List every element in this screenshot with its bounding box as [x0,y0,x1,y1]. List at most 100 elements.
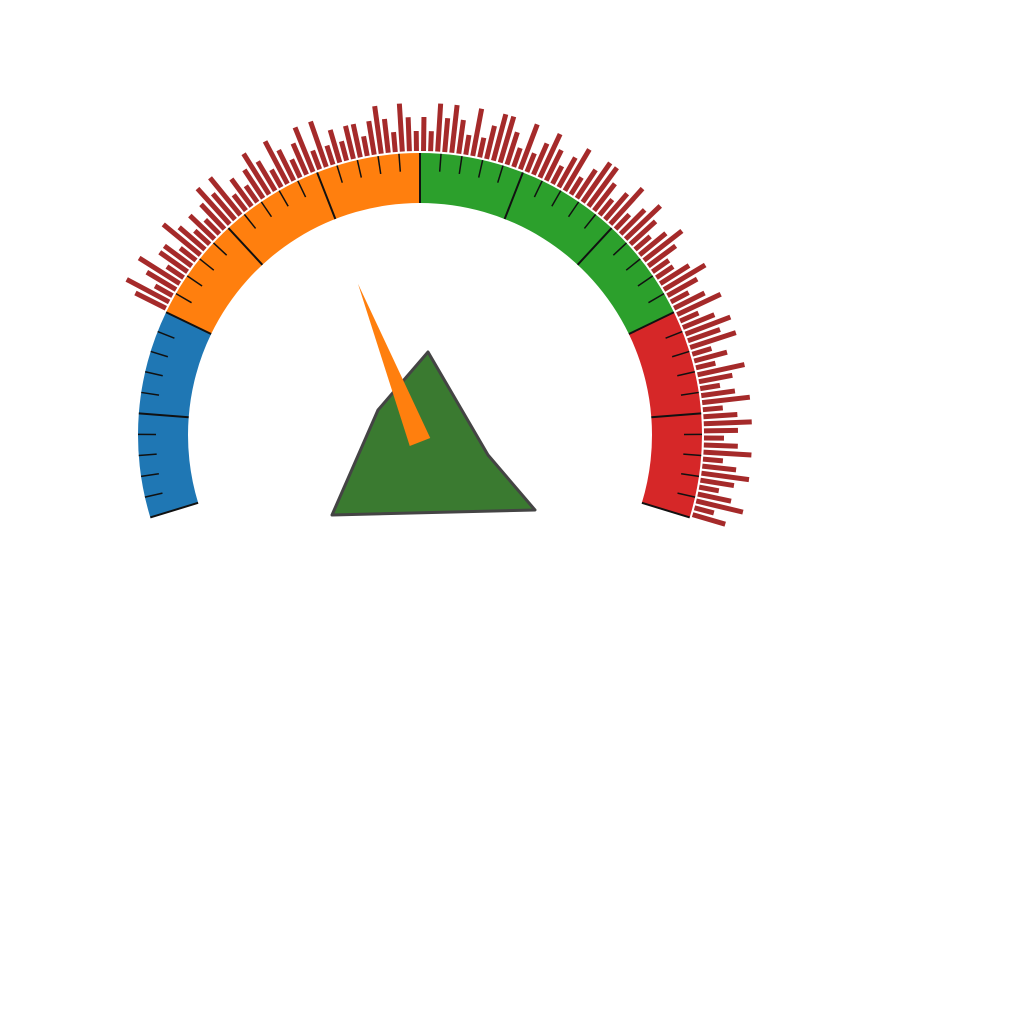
minor-tick [671,350,690,358]
minor-tick [612,242,628,256]
outer-bar [231,193,248,213]
minor-tick [186,275,203,287]
outer-bar [544,149,564,182]
outer-bar [699,477,735,489]
outer-bar [633,234,652,252]
outer-bar [628,219,658,247]
gauge-bands [138,153,702,518]
outer-bar [327,129,343,164]
major-tick [576,227,613,266]
outer-bar [642,228,684,263]
outer-bar [193,228,212,247]
minor-tick [138,453,157,457]
minor-tick [175,293,192,304]
outer-bar [669,290,690,305]
outer-bar [177,225,207,252]
outer-bar [703,449,752,458]
minor-tick [212,242,228,256]
outer-bar [698,484,720,494]
outer-bar [702,463,737,473]
minor-tick [140,473,159,478]
minor-tick [398,153,402,172]
outer-bar [158,250,190,274]
outer-bar [673,290,706,311]
minor-tick [648,293,665,304]
outer-bar [603,192,630,222]
outer-bar [662,262,707,292]
outer-bar [470,108,485,157]
outer-bar [188,213,217,241]
minor-tick [150,350,169,358]
major-tick [316,172,337,220]
outer-bar [687,327,721,344]
minor-tick [683,453,702,457]
outer-bar [658,263,691,286]
outer-bar [574,168,598,200]
outer-bar [700,388,736,399]
minor-tick [141,391,160,396]
minor-tick [144,492,163,498]
outer-bar [608,186,645,226]
outer-bar [693,505,715,516]
outer-bar [693,349,728,364]
outer-bar [153,283,174,298]
minor-tick [677,492,696,498]
minor-tick [533,180,543,198]
outer-bar [681,312,716,330]
outer-bar [339,140,350,162]
outer-bar [145,270,178,292]
outer-bar [137,255,182,286]
outer-bar [676,291,722,317]
outer-bar [165,264,185,280]
outer-bar [463,134,472,156]
outer-bar [134,290,167,311]
outer-bar [199,202,227,231]
outer-bar [208,176,243,217]
minor-tick [665,330,683,339]
outer-bar [289,158,303,179]
major-tick [150,501,199,519]
minor-tick [567,201,580,218]
outer-bar [586,166,619,208]
outer-bar [449,104,460,154]
outer-bar [697,362,745,378]
outer-bar [697,491,732,504]
outer-bar [125,277,171,305]
outer-bar [684,314,732,337]
outer-bar [350,123,363,158]
outer-bar [568,176,584,196]
outer-bar [308,120,329,168]
outer-bar [703,412,738,420]
outer-bar [255,160,278,193]
outer-bar [242,168,266,200]
outer-bar [477,137,487,158]
minor-tick [625,258,641,271]
major-tick [227,227,264,266]
outer-bar [556,156,578,189]
outer-bar [490,113,509,162]
outer-bar [695,360,716,371]
minor-tick [297,180,307,198]
outer-bar [269,168,284,189]
gauge-ticks [137,153,703,519]
outer-bar [679,310,700,324]
polygon-marker-group [330,350,537,517]
outer-bar [698,372,733,385]
major-tick [641,501,690,519]
minor-tick [637,275,654,287]
minor-tick [157,330,175,339]
outer-bar [396,103,405,152]
minor-tick [199,258,215,271]
outer-bar [178,246,198,263]
outer-bar [229,177,254,208]
major-tick [651,412,702,419]
outer-bar [504,131,520,166]
outer-bar [276,149,296,182]
outer-bar [537,132,563,179]
minor-tick [336,165,344,183]
outer-bar [531,142,550,176]
major-tick [165,311,212,335]
gauge-band-4 [628,312,702,518]
minor-tick [377,156,382,175]
outer-bar [623,204,663,241]
